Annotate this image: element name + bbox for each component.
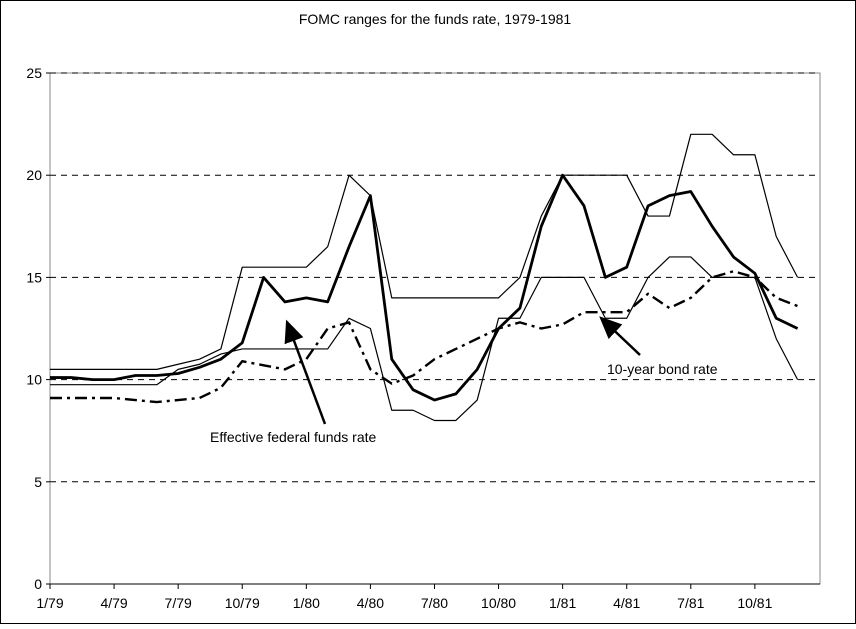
- y-tick-label: 15: [26, 269, 42, 285]
- series-line: [50, 173, 799, 402]
- y-tick-label: 20: [26, 167, 42, 183]
- annotation: 10-year bond rate: [607, 361, 718, 377]
- chart-title: FOMC ranges for the funds rate, 1979-198…: [299, 11, 572, 27]
- x-tick-label: 7/80: [421, 595, 448, 611]
- x-tick-label: 10/81: [737, 595, 772, 611]
- x-tick-label: 7/81: [677, 595, 704, 611]
- x-tick-label: 10/79: [225, 595, 260, 611]
- annotation: Effective federal funds rate: [210, 429, 376, 445]
- x-tick-label: 4/81: [613, 595, 640, 611]
- y-tick-label: 5: [34, 474, 42, 490]
- x-tick-label: 1/81: [549, 595, 576, 611]
- y-tick-label: 10: [26, 372, 42, 388]
- x-tick-label: 7/79: [165, 595, 192, 611]
- annotation-arrow: [284, 319, 327, 425]
- x-tick-label: 1/79: [36, 595, 63, 611]
- y-tick-label: 0: [34, 576, 42, 592]
- x-tick-label: 1/80: [293, 595, 320, 611]
- x-tick-label: 10/80: [481, 595, 516, 611]
- x-tick-label: 4/80: [357, 595, 384, 611]
- x-tick-label: 4/79: [100, 595, 127, 611]
- series-line: [50, 133, 799, 370]
- y-tick-label: 25: [26, 65, 42, 81]
- annotation-arrow: [599, 316, 641, 356]
- series-line: [50, 256, 799, 422]
